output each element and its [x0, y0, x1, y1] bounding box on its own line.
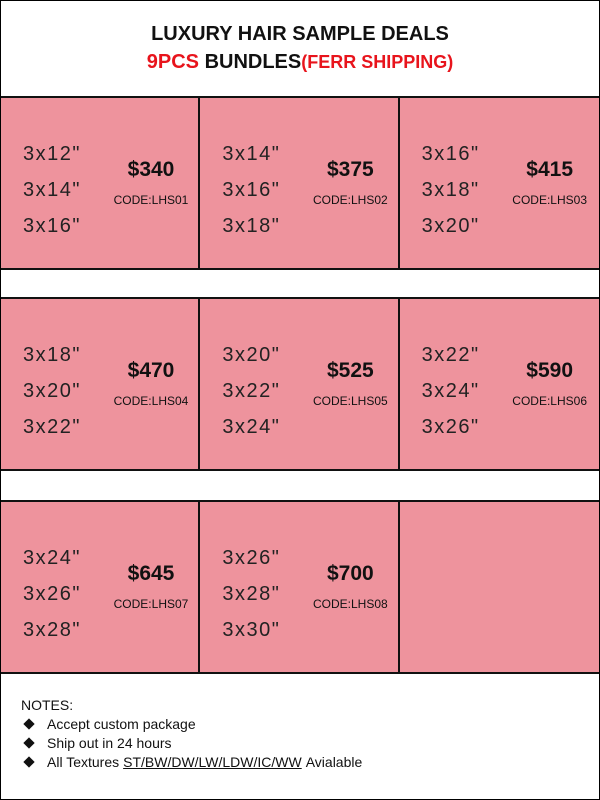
length: 3x28" — [222, 583, 281, 605]
length: 3x28" — [23, 619, 81, 641]
length: 3x24" — [421, 380, 480, 402]
length: 3x14" — [23, 179, 81, 201]
notes-heading: NOTES: — [21, 696, 74, 713]
length: 3x24" — [23, 547, 81, 569]
deal-cell: 3x26" 3x28" 3x30" $700 CODE:LHS08 — [200, 502, 400, 672]
code: CODE:LHS06 — [512, 394, 587, 408]
bundles-word: BUNDLES — [204, 51, 302, 73]
length: 3x16" — [421, 143, 480, 165]
length: 3x22" — [421, 344, 480, 366]
code: CODE:LHS05 — [312, 394, 388, 408]
shipping: (FERR SHIPPING) — [301, 52, 454, 72]
deal-cell: 3x16" 3x18" 3x20" $415 CODE:LHS03 — [399, 98, 599, 268]
header: LUXURY HAIR SAMPLE DEALS 9PCS BUNDLES(FE… — [1, 1, 599, 97]
code: CODE:LHS02 — [312, 193, 388, 207]
price: $415 — [526, 158, 574, 181]
length: 3x16" — [23, 215, 81, 237]
notes: NOTES: Accept custom package Ship out in… — [21, 695, 362, 771]
length: 3x12" — [23, 143, 81, 165]
length: 3x20" — [421, 215, 480, 237]
note-text: Accept custom package — [47, 715, 196, 732]
price: $340 — [127, 158, 175, 181]
length: 3x22" — [23, 416, 81, 438]
deal-cell: 3x22" 3x24" 3x26" $590 CODE:LHS06 — [399, 299, 599, 469]
length: 3x26" — [23, 583, 81, 605]
price: $700 — [326, 562, 374, 585]
deal-row: 3x18" 3x20" 3x22" $470 CODE:LHS04 3x20" 3x22" 3… — [1, 297, 599, 471]
deal-row: 3x24" 3x26" 3x28" $645 CODE:LHS07 3x26" 3x28" 3… — [1, 500, 599, 674]
length: 3x30" — [222, 619, 281, 641]
price: $590 — [526, 359, 574, 382]
length: 3x20" — [222, 344, 281, 366]
title: LUXURY HAIR SAMPLE DEALS — [151, 23, 449, 45]
length: 3x16" — [222, 179, 281, 201]
deal-cell: 3x20" 3x22" 3x24" $525 CODE:LHS05 — [200, 299, 400, 469]
deal-cell: 3x18" 3x20" 3x22" $470 CODE:LHS04 — [1, 299, 201, 469]
code: CODE:LHS07 — [113, 597, 189, 611]
code: CODE:LHS03 — [512, 193, 587, 207]
code: CODE:LHS01 — [113, 193, 189, 207]
deal-cell: 3x24" 3x26" 3x28" $645 CODE:LHS07 — [1, 502, 201, 672]
code: CODE:LHS04 — [113, 394, 189, 408]
length: 3x26" — [222, 547, 281, 569]
bundle-count: 9PCS — [146, 51, 199, 73]
bullet — [23, 755, 35, 768]
length: 3x18" — [421, 179, 480, 201]
bullet — [23, 736, 35, 749]
length: 3x18" — [23, 344, 81, 366]
deal-cell: 3x12" 3x14" 3x16" $340 CODE:LHS01 — [1, 98, 201, 268]
price: $375 — [326, 158, 374, 181]
subtitle: 9PCS BUNDLES(FERR SHIPPING) — [1, 51, 599, 74]
bullet — [23, 717, 35, 730]
length: 3x14" — [222, 143, 281, 165]
textures: ST/BW/DW/LW/LDW/IC/WW — [123, 753, 302, 770]
length: 3x20" — [23, 380, 81, 402]
note-text: Avialable — [305, 753, 363, 770]
note: All Textures ST/BW/DW/LW/LDW/IC/WW Avialab… — [21, 752, 362, 771]
note-text: Ship out in 24 hours — [47, 734, 172, 751]
price: $645 — [127, 562, 175, 585]
note: Accept custom package — [21, 714, 362, 733]
note: Ship out in 24 hours — [21, 733, 362, 752]
code: CODE:LHS08 — [312, 597, 388, 611]
price: $525 — [326, 359, 374, 382]
length: 3x24" — [222, 416, 281, 438]
price: $470 — [127, 359, 175, 382]
length: 3x26" — [421, 416, 480, 438]
deal-cell — [399, 502, 599, 672]
note-text: All Textures — [47, 753, 120, 770]
deal-row: 3x12" 3x14" 3x16" $340 CODE:LHS01 3x14" 3x16" 3… — [1, 96, 599, 270]
length: 3x18" — [222, 215, 281, 237]
length: 3x22" — [222, 380, 281, 402]
deal-cell: 3x14" 3x16" 3x18" $375 CODE:LHS02 — [200, 98, 400, 268]
